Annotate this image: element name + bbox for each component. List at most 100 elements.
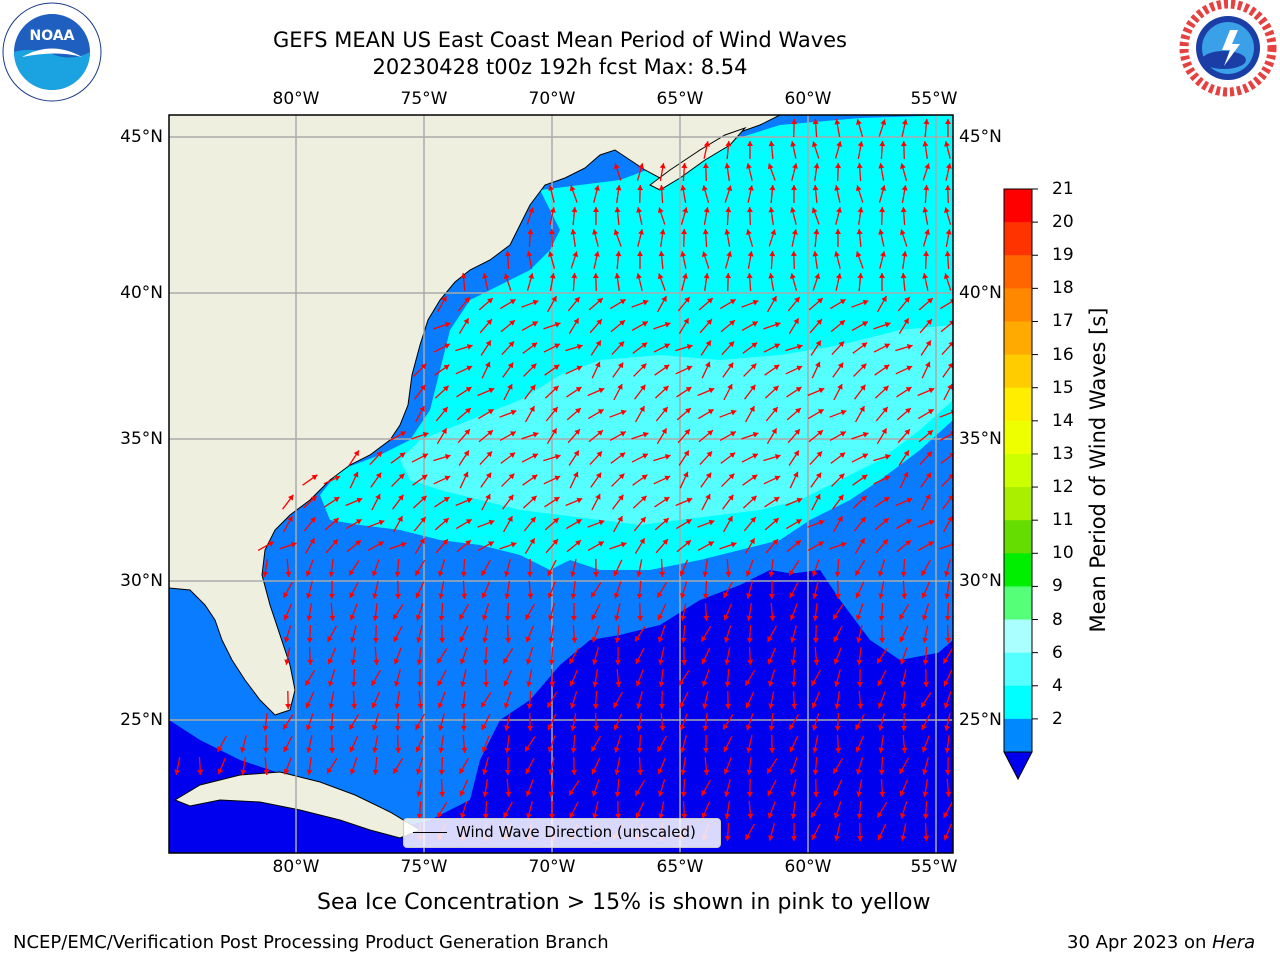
wind-wave-arrowhead (790, 207, 796, 213)
wind-wave-arrowhead (642, 431, 649, 438)
wind-wave-arrowhead (554, 321, 561, 328)
wind-wave-arrowhead (328, 725, 335, 731)
wind-wave-arrowhead (613, 229, 620, 236)
wind-wave-arrowhead (481, 701, 487, 708)
wind-wave-arrowhead (796, 497, 803, 504)
wind-wave-arrowhead (485, 472, 492, 479)
wind-wave-arrowhead (791, 229, 798, 235)
wind-wave-arrowhead (398, 494, 404, 501)
wind-wave-arrowhead (569, 185, 576, 192)
wind-wave-arrowhead (725, 703, 732, 709)
wind-wave-arrowhead (461, 747, 468, 753)
wind-wave-arrowhead (262, 747, 269, 753)
lat-label-right: 30°N (959, 571, 1002, 591)
wind-wave-arrowhead (417, 703, 424, 709)
wind-wave-arrowhead (614, 207, 621, 213)
wind-wave-arrowhead (465, 540, 471, 546)
wind-wave-arrowhead (943, 680, 949, 687)
wind-wave-arrowhead (591, 768, 597, 775)
wind-wave-arrowhead (944, 207, 950, 213)
map-title: GEFS MEAN US East Coast Mean Period of W… (273, 28, 847, 52)
wind-wave-arrowhead (287, 516, 293, 522)
wind-wave-arrowhead (724, 813, 731, 819)
wind-wave-arrowhead (372, 747, 379, 753)
map-plot (169, 115, 953, 853)
wind-wave-arrowhead (575, 519, 582, 525)
wind-wave-arrowhead (486, 451, 493, 458)
wind-wave-arrowhead (378, 519, 385, 526)
wind-wave-arrowhead (745, 724, 752, 731)
wind-wave-arrowhead (789, 569, 795, 576)
wind-wave-arrowhead (438, 769, 445, 775)
wind-wave-arrowhead (724, 229, 731, 235)
wind-wave-arrowhead (573, 318, 579, 325)
wind-wave-arrowhead (682, 273, 688, 279)
wind-wave-arrowhead (791, 119, 798, 125)
wind-wave-arrowhead (683, 450, 689, 457)
wind-wave-arrowhead (444, 343, 450, 349)
wind-wave-arrowhead (878, 615, 885, 621)
wind-wave-arrowhead (394, 571, 401, 577)
wind-wave-arrowhead (724, 636, 730, 643)
wind-wave-arrowhead (416, 637, 422, 643)
wind-wave-arrowhead (860, 363, 867, 370)
wind-wave-arrowhead (817, 430, 823, 436)
wind-wave-arrowhead (615, 813, 622, 819)
wind-wave-arrowhead (903, 450, 909, 457)
wind-wave-arrowhead (729, 452, 736, 458)
wind-wave-arrowhead (791, 703, 798, 709)
wind-wave-arrowhead (548, 637, 555, 643)
wind-wave-arrowhead (658, 659, 664, 665)
wind-wave-arrowhead (857, 703, 864, 709)
wind-wave-arrowhead (859, 538, 865, 545)
wind-wave-arrowhead (816, 319, 822, 325)
wind-wave-arrowhead (925, 361, 931, 368)
wind-wave-arrowhead (795, 540, 801, 546)
wind-wave-arrowhead (481, 570, 487, 576)
wind-wave-arrowhead (394, 725, 401, 731)
noaa-logo: NOAA (2, 2, 102, 102)
wind-wave-arrowhead (372, 724, 378, 731)
wind-wave-arrowhead (637, 185, 644, 191)
wind-wave-arrowhead (532, 453, 538, 459)
lat-label-right: 40°N (959, 283, 1002, 303)
wind-wave-arrowhead (878, 570, 884, 577)
wind-wave-arrowhead (284, 636, 290, 643)
wind-wave-arrowhead (349, 723, 355, 730)
wind-wave-arrowhead (442, 385, 449, 392)
wind-wave-arrowhead (900, 571, 907, 577)
wind-wave-arrowhead (791, 185, 797, 190)
wind-wave-arrowhead (663, 518, 669, 524)
wind-wave-arrowhead (525, 768, 531, 774)
wind-wave-arrowhead (900, 812, 906, 819)
wind-wave-arrowhead (638, 163, 644, 169)
wind-wave-arrowhead (922, 207, 929, 213)
lon-label-top: 80°W (272, 89, 320, 109)
wind-wave-arrowhead (815, 361, 821, 368)
wind-wave-arrowhead (767, 163, 774, 170)
lon-label-bottom: 60°W (784, 857, 832, 877)
wind-wave-arrowhead (658, 185, 665, 191)
wind-wave-arrowhead (880, 119, 887, 126)
wind-wave-arrowhead (702, 571, 709, 577)
wind-wave-arrowhead (877, 834, 883, 841)
lon-label-bottom: 65°W (656, 857, 704, 877)
wind-wave-arrowhead (378, 541, 384, 547)
wind-wave-arrowhead (419, 538, 425, 545)
wind-wave-arrowhead (349, 569, 355, 576)
wind-wave-arrowhead (598, 541, 604, 547)
wind-wave-arrowhead (661, 296, 667, 302)
wind-wave-arrowhead (197, 769, 204, 775)
wind-wave-arrowhead (723, 614, 730, 621)
wind-wave-arrowhead (750, 363, 757, 370)
wind-wave-arrowhead (642, 321, 648, 327)
wind-wave-arrowhead (548, 185, 554, 191)
wind-wave-arrowhead (504, 615, 511, 621)
wind-wave-arrowhead (703, 141, 710, 147)
wind-wave-arrowhead (459, 636, 465, 643)
wind-wave-arrowhead (309, 538, 315, 545)
wind-wave-arrowhead (618, 341, 625, 348)
wind-wave-arrowhead (707, 430, 713, 436)
wind-wave-arrowhead (400, 431, 406, 437)
wind-wave-arrowhead (465, 408, 471, 414)
